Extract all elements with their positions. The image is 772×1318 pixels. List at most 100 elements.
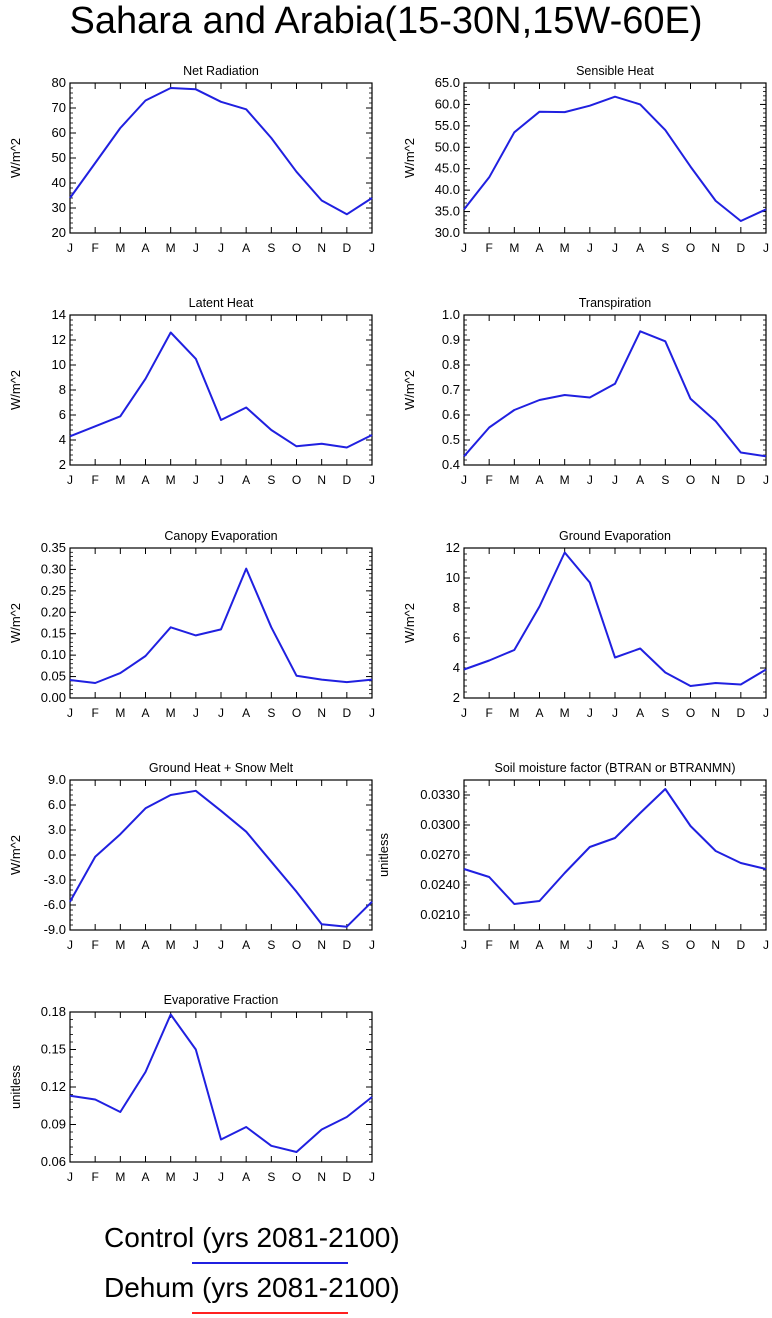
- y-tick-label: 65.0: [435, 75, 460, 90]
- y-tick-label: 55.0: [435, 118, 460, 133]
- y-tick-label: 0.0210: [420, 907, 460, 922]
- x-tick-label: D: [342, 706, 351, 720]
- x-tick-label: F: [91, 241, 98, 255]
- x-tick-label: J: [218, 473, 224, 487]
- x-tick-label: A: [636, 938, 644, 952]
- x-tick-label: M: [166, 473, 176, 487]
- x-tick-label: D: [736, 938, 745, 952]
- x-tick-label: J: [612, 938, 618, 952]
- x-tick-label: J: [193, 241, 199, 255]
- x-tick-label: A: [636, 706, 644, 720]
- x-tick-label: D: [736, 473, 745, 487]
- x-tick-label: M: [560, 938, 570, 952]
- x-tick-label: J: [218, 938, 224, 952]
- plot-frame: [463, 82, 767, 234]
- plot-frame: [463, 547, 767, 699]
- x-tick-label: M: [509, 706, 519, 720]
- x-tick-label: J: [218, 241, 224, 255]
- x-tick-label: N: [317, 241, 326, 255]
- y-tick-label: 6: [59, 407, 66, 422]
- y-tick-label: 2: [453, 690, 460, 705]
- series-line: [463, 551, 767, 687]
- y-axis-label: unitless: [376, 832, 391, 877]
- subplot-title: Ground Heat + Snow Melt: [149, 761, 294, 775]
- y-tick-label: 0.0: [48, 847, 66, 862]
- subplot-title: Canopy Evaporation: [164, 529, 277, 543]
- y-tick-label: 0.8: [442, 357, 460, 372]
- x-tick-label: O: [292, 1170, 301, 1184]
- y-tick-label: 0.12: [41, 1079, 66, 1094]
- x-tick-label: J: [67, 706, 73, 720]
- legend-control-label: Control (yrs 2081-2100): [104, 1222, 400, 1253]
- y-axis-label: W/m^2: [402, 603, 417, 643]
- x-tick-label: O: [292, 706, 301, 720]
- x-tick-label: A: [242, 938, 250, 952]
- subplot-title: Latent Heat: [189, 296, 254, 310]
- x-tick-label: N: [317, 473, 326, 487]
- x-tick-label: O: [292, 473, 301, 487]
- x-tick-label: J: [587, 706, 593, 720]
- series-line: [463, 788, 767, 905]
- x-tick-label: J: [193, 1170, 199, 1184]
- x-tick-label: M: [115, 241, 125, 255]
- y-tick-label: -9.0: [44, 922, 66, 937]
- y-tick-label: 0.35: [41, 540, 66, 555]
- y-tick-label: 6.0: [48, 797, 66, 812]
- x-tick-label: J: [461, 706, 467, 720]
- x-tick-label: O: [686, 473, 695, 487]
- x-tick-label: A: [141, 473, 149, 487]
- x-tick-label: S: [267, 241, 275, 255]
- subplot-title: Soil moisture factor (BTRAN or BTRANMN): [494, 761, 735, 775]
- y-tick-label: -3.0: [44, 872, 66, 887]
- y-axis-label: W/m^2: [8, 835, 23, 875]
- y-tick-label: 0.0300: [420, 817, 460, 832]
- y-tick-label: 40.0: [435, 182, 460, 197]
- x-tick-label: J: [612, 473, 618, 487]
- y-tick-label: 12: [52, 332, 66, 347]
- y-tick-label: 45.0: [435, 161, 460, 176]
- x-tick-label: A: [242, 473, 250, 487]
- y-tick-label: 4: [453, 660, 460, 675]
- x-tick-label: J: [369, 938, 375, 952]
- x-tick-label: N: [317, 938, 326, 952]
- x-tick-label: J: [193, 706, 199, 720]
- y-tick-label: 1.0: [442, 307, 460, 322]
- plot-frame: [69, 82, 373, 234]
- x-tick-label: O: [686, 938, 695, 952]
- plot-frame: [463, 314, 767, 466]
- y-tick-label: 0.7: [442, 382, 460, 397]
- x-tick-label: O: [292, 938, 301, 952]
- x-tick-label: N: [711, 938, 720, 952]
- x-tick-label: D: [736, 241, 745, 255]
- x-tick-label: A: [141, 241, 149, 255]
- y-axis-label: W/m^2: [8, 370, 23, 410]
- y-axis-label: W/m^2: [402, 370, 417, 410]
- y-tick-label: 0.5: [442, 432, 460, 447]
- y-tick-label: -6.0: [44, 897, 66, 912]
- y-tick-label: 80: [52, 75, 66, 90]
- x-tick-label: A: [535, 938, 543, 952]
- x-tick-label: F: [91, 1170, 98, 1184]
- x-tick-label: J: [587, 938, 593, 952]
- series-line: [463, 95, 767, 222]
- x-tick-label: D: [342, 938, 351, 952]
- x-tick-label: A: [535, 706, 543, 720]
- x-tick-label: D: [342, 1170, 351, 1184]
- y-tick-label: 10: [52, 357, 66, 372]
- y-tick-label: 40: [52, 175, 66, 190]
- x-tick-label: J: [763, 706, 769, 720]
- x-tick-label: J: [369, 241, 375, 255]
- y-axis-label: W/m^2: [8, 603, 23, 643]
- plot-frame: [463, 779, 767, 931]
- x-tick-label: O: [292, 241, 301, 255]
- x-tick-label: F: [91, 938, 98, 952]
- x-tick-label: J: [763, 938, 769, 952]
- x-tick-label: D: [342, 473, 351, 487]
- x-tick-label: A: [242, 241, 250, 255]
- x-tick-label: J: [461, 241, 467, 255]
- x-tick-label: D: [736, 706, 745, 720]
- x-tick-label: S: [661, 241, 669, 255]
- x-tick-label: J: [193, 473, 199, 487]
- x-tick-label: J: [763, 473, 769, 487]
- y-tick-label: 0.18: [41, 1004, 66, 1019]
